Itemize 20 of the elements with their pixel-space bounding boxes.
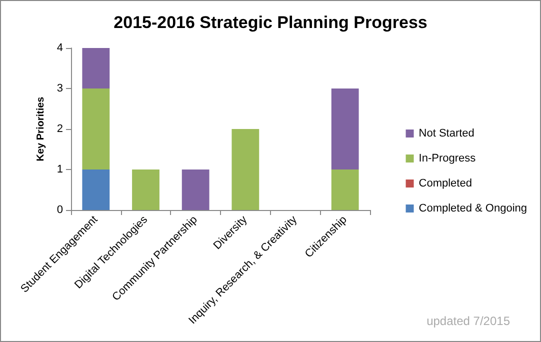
bar <box>132 170 160 210</box>
legend-label: Completed <box>418 178 472 190</box>
bar <box>82 170 110 210</box>
y-tick-label: 1 <box>56 164 63 176</box>
y-axis-title: Key Priorities <box>35 96 46 162</box>
y-tick-label: 0 <box>56 204 63 216</box>
bar <box>331 170 359 210</box>
bar <box>182 170 210 210</box>
legend-label: In-Progress <box>418 152 476 164</box>
legend-label: Completed & Ongoing <box>418 202 527 214</box>
bar <box>331 88 359 170</box>
bar <box>82 88 110 170</box>
y-tick-label: 3 <box>56 82 63 94</box>
legend-label: Not Started <box>418 128 474 140</box>
chart-title: 2015-2016 Strategic Planning Progress <box>114 13 428 32</box>
y-tick-label: 4 <box>56 42 63 54</box>
y-tick-label: 2 <box>56 123 63 135</box>
bar <box>82 48 110 88</box>
bar <box>232 129 260 210</box>
text: updated 7/2015 <box>426 314 510 328</box>
